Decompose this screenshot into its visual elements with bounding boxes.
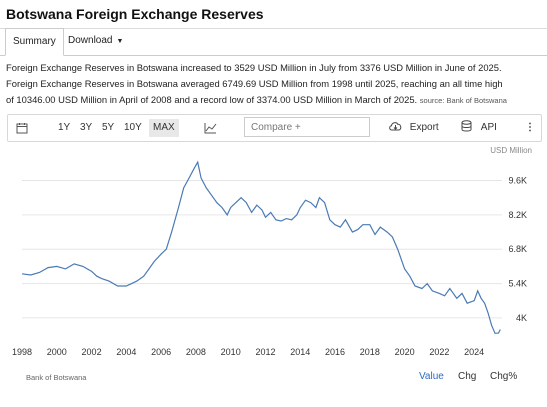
x-tick-label: 2004	[116, 347, 136, 357]
view-value-button[interactable]: Value	[419, 371, 444, 382]
x-tick-label: 2006	[151, 347, 171, 357]
page-title: Botswana Foreign Exchange Reserves	[6, 6, 264, 22]
description: Foreign Exchange Reserves in Botswana in…	[6, 60, 544, 109]
description-line-3: of 10346.00 USD Million in April of 2008…	[6, 92, 544, 109]
tab-download[interactable]: Download ▼	[61, 28, 130, 54]
range-1y-button[interactable]: 1Y	[58, 122, 71, 133]
export-button[interactable]: Export	[388, 115, 439, 141]
calendar-icon[interactable]	[16, 115, 28, 141]
x-tick-label: 2018	[360, 347, 380, 357]
x-tick-label: 2008	[186, 347, 206, 357]
tab-download-label: Download	[68, 35, 113, 46]
view-chg-button[interactable]: Chg	[458, 371, 477, 382]
line-chart-icon[interactable]	[204, 115, 217, 141]
tab-summary-label: Summary	[13, 36, 56, 47]
range-5y-button[interactable]: 5Y	[102, 122, 115, 133]
series-line	[21, 160, 501, 334]
tab-bar: Summary Download ▼	[0, 28, 547, 56]
api-button[interactable]: API	[461, 115, 497, 141]
description-line-2: Foreign Exchange Reserves in Botswana av…	[6, 78, 503, 89]
export-label: Export	[409, 122, 439, 133]
range-max-button[interactable]: MAX	[149, 119, 179, 137]
unit-label: USD Million	[490, 146, 532, 155]
y-tick-label: 9.6K	[508, 176, 527, 186]
y-tick-label: 4K	[516, 313, 527, 323]
vertical-dots-icon[interactable]: ⋮	[525, 122, 535, 133]
range-10y-button[interactable]: 10Y	[124, 122, 142, 133]
y-tick-label: 5.4K	[508, 279, 527, 289]
y-tick-label: 8.2K	[508, 210, 527, 220]
x-tick-label: 2022	[429, 347, 449, 357]
chart: USD Million 4K 5.4K 6.8K 8.2K 9.6K 1998 2000 2…	[12, 146, 532, 357]
cloud-download-icon	[389, 122, 402, 131]
range-3y-button[interactable]: 3Y	[80, 122, 93, 133]
description-line-1: Foreign Exchange Reserves in Botswana in…	[6, 62, 502, 73]
chart-toolbar: 1Y 3Y 5Y 10Y MAX Compare + Export API ⋮	[7, 114, 542, 142]
chart-source: Bank of Botswana	[26, 373, 87, 382]
caret-down-icon: ▼	[116, 38, 124, 45]
x-tick-label: 2016	[325, 347, 345, 357]
database-icon	[461, 120, 472, 132]
x-tick-label: 2012	[255, 347, 275, 357]
description-source: source: Bank of Botswana	[419, 96, 507, 105]
x-tick-label: 2024	[464, 347, 484, 357]
compare-input[interactable]: Compare +	[244, 117, 370, 137]
x-tick-label: 2000	[47, 347, 67, 357]
x-tick-label: 2010	[221, 347, 241, 357]
x-tick-label: 1998	[12, 347, 32, 357]
x-tick-label: 2020	[395, 347, 415, 357]
y-tick-label: 6.8K	[508, 244, 527, 254]
x-tick-label: 2002	[82, 347, 102, 357]
api-label: API	[480, 122, 497, 133]
view-chg-pct-button[interactable]: Chg%	[490, 371, 518, 382]
x-tick-label: 2014	[290, 347, 310, 357]
description-line-3-text: of 10346.00 USD Million in April of 2008…	[6, 94, 418, 105]
title-bar: Botswana Foreign Exchange Reserves	[0, 0, 547, 29]
tab-summary[interactable]: Summary	[5, 28, 64, 56]
